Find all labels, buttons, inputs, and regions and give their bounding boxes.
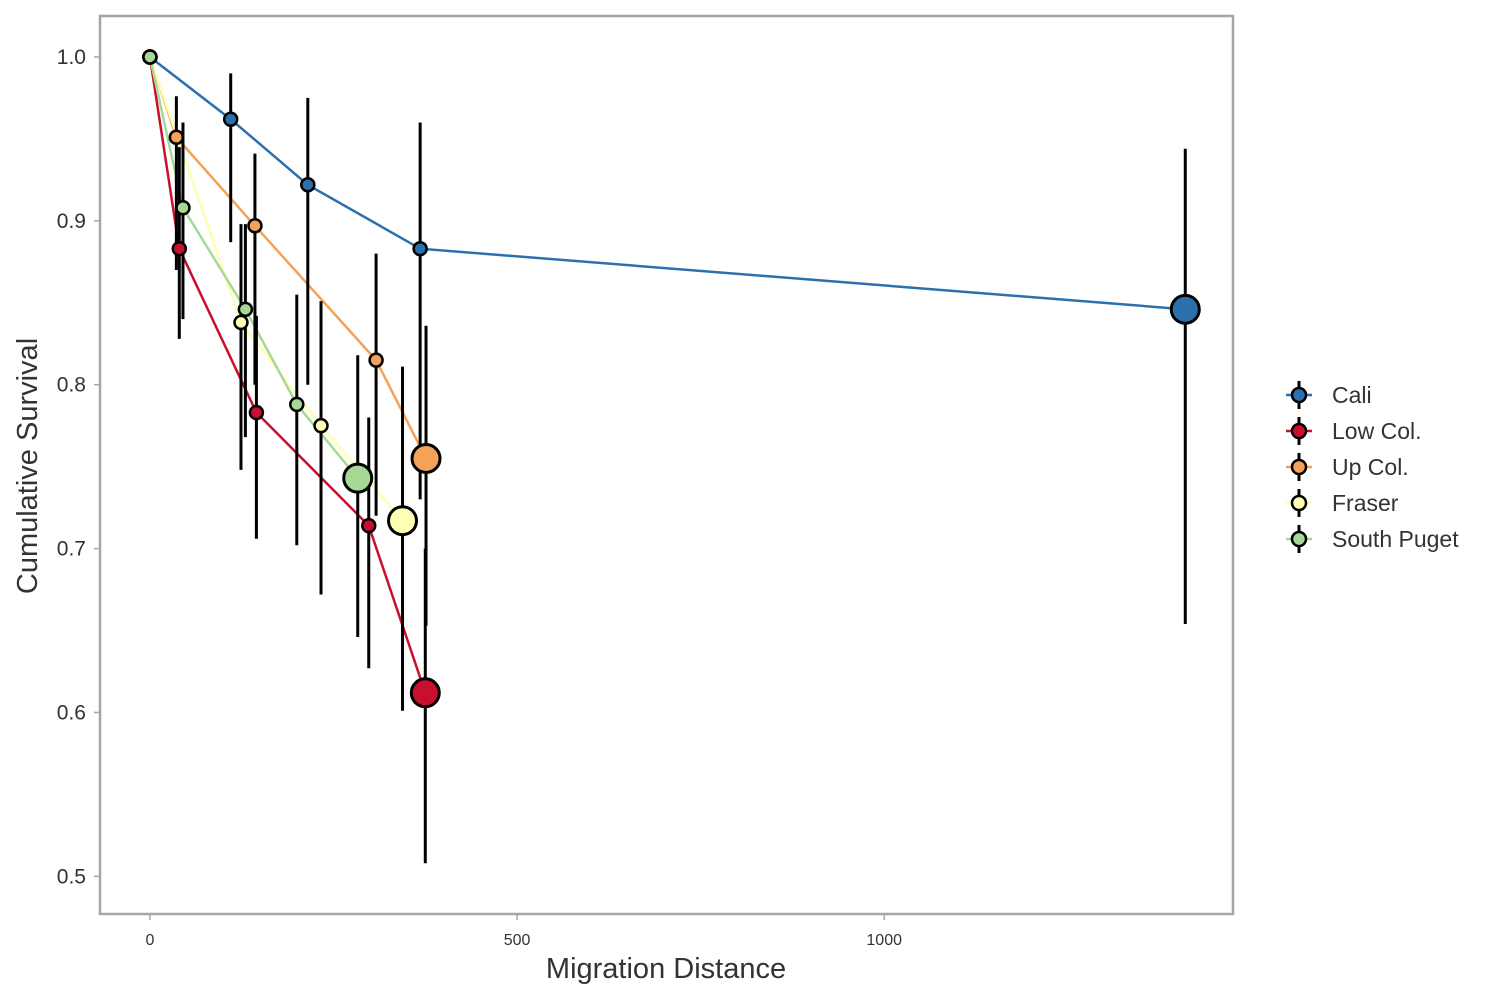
legend-label: Cali — [1332, 382, 1372, 408]
legend-item-up-col: Up Col. — [1286, 453, 1409, 481]
point-south-puget — [342, 462, 374, 494]
point-low-col — [409, 677, 441, 709]
point-up-col — [247, 218, 263, 234]
y-tick-label: 0.7 — [57, 538, 86, 561]
y-tick-label: 0.5 — [57, 865, 86, 888]
point-fraser — [387, 505, 419, 537]
legend-key-point — [1290, 458, 1308, 476]
point-cali — [1169, 293, 1201, 325]
point-cali — [412, 240, 428, 257]
x-axis-title: Migration Distance — [546, 953, 786, 985]
y-tick-label: 0.9 — [57, 210, 86, 233]
legend-item-south-puget: South Puget — [1286, 525, 1459, 553]
x-tick-label: 0 — [145, 932, 154, 949]
legend-label: Low Col. — [1332, 418, 1421, 444]
error-bars — [174, 73, 1187, 864]
y-tick-label: 0.8 — [57, 374, 86, 397]
y-tick-label: 0.6 — [57, 701, 86, 724]
legend-label: Fraser — [1332, 490, 1399, 516]
point-south-puget — [289, 396, 305, 413]
point-up-col — [368, 352, 384, 368]
y-axis: 0.5 0.6 0.7 0.8 0.9 1.0 — [57, 46, 100, 888]
point-up-col — [168, 129, 185, 146]
legend: Cali Low Col. Up Col. Fraser South Puget — [1286, 381, 1459, 553]
x-tick-label: 500 — [504, 932, 531, 949]
point-low-col — [360, 517, 377, 534]
y-tick-label: 1.0 — [57, 46, 86, 69]
legend-label: South Puget — [1332, 526, 1459, 552]
point-up-col — [410, 442, 442, 474]
legend-key-point — [1290, 386, 1308, 404]
legend-item-cali: Cali — [1286, 381, 1372, 409]
point-fraser — [233, 314, 249, 331]
point-cali — [300, 177, 316, 193]
point-south-puget — [175, 199, 191, 216]
y-axis-title: Cumulative Survival — [12, 338, 44, 594]
point-south-puget — [237, 301, 254, 318]
legend-item-fraser: Fraser — [1286, 489, 1399, 517]
point-low-col — [171, 240, 188, 257]
legend-item-low-col: Low Col. — [1286, 417, 1421, 445]
point-fraser — [313, 417, 329, 434]
plot-panel — [98, 14, 1235, 916]
x-axis: 0 500 1000 — [145, 914, 902, 949]
legend-key-point — [1290, 422, 1308, 440]
legend-key-point — [1290, 494, 1308, 512]
data-points — [142, 49, 1201, 709]
point-low-col — [248, 404, 265, 421]
point-cali — [222, 111, 239, 127]
legend-label: Up Col. — [1332, 454, 1409, 480]
point-south-puget — [142, 49, 158, 65]
legend-key-point — [1290, 530, 1308, 548]
x-tick-label: 1000 — [866, 932, 902, 949]
